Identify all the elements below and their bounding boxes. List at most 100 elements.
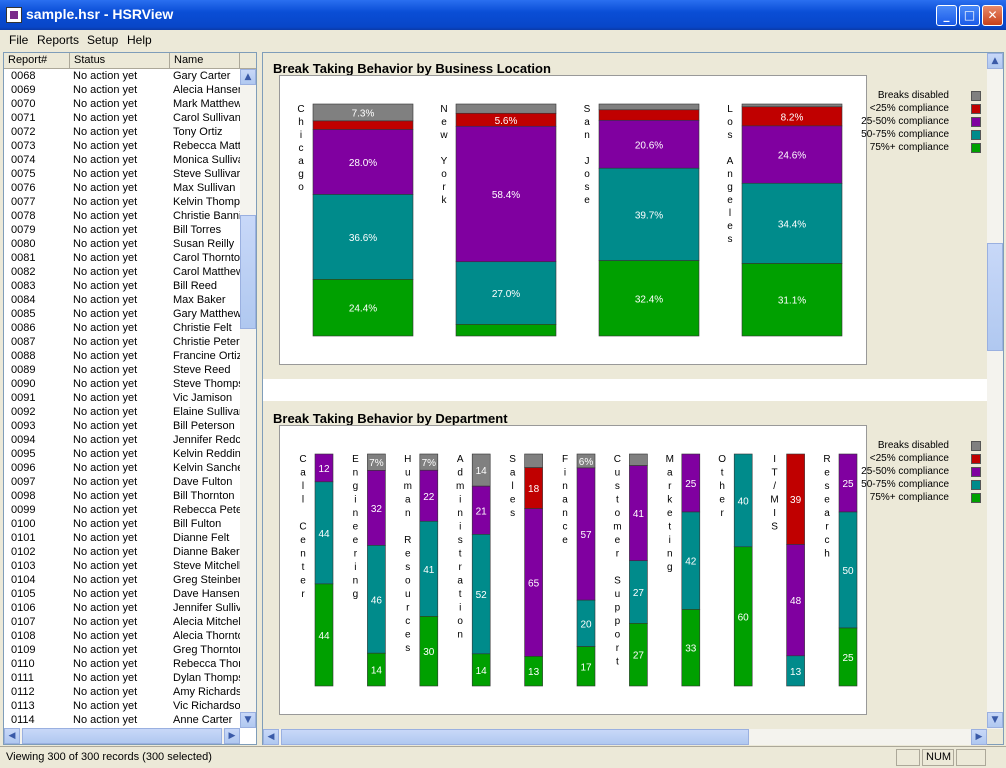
menu-setup[interactable]: Setup — [87, 33, 119, 47]
list-horizontal-scrollbar[interactable]: ◀ ▶ — [4, 728, 240, 744]
table-row[interactable]: 0078 No action yet Christie Banni — [4, 209, 240, 223]
table-row[interactable]: 0075 No action yet Steve Sullivar — [4, 167, 240, 181]
table-row[interactable]: 0102 No action yet Dianne Baker — [4, 545, 240, 559]
column-header-report[interactable]: Report# — [4, 53, 70, 69]
minimize-button[interactable]: _ — [936, 5, 957, 26]
scroll-down-button[interactable]: ▼ — [240, 712, 256, 728]
category-label: H — [404, 454, 411, 465]
table-row[interactable]: 0073 No action yet Rebecca Matt — [4, 139, 240, 153]
name-cell: Carol Matthew — [173, 266, 240, 278]
table-row[interactable]: 0100 No action yet Bill Fulton — [4, 517, 240, 531]
scroll-thumb[interactable] — [281, 729, 749, 745]
table-row[interactable]: 0110 No action yet Rebecca Thor — [4, 657, 240, 671]
table-row[interactable]: 0090 No action yet Steve Thomps — [4, 377, 240, 391]
scroll-left-button[interactable]: ◀ — [263, 729, 279, 745]
table-row[interactable]: 0081 No action yet Carol Thornto — [4, 251, 240, 265]
report-number-cell: 0089 — [11, 364, 36, 376]
table-row[interactable]: 0107 No action yet Alecia Mitchell — [4, 615, 240, 629]
status-cell: No action yet — [73, 140, 138, 152]
menu-file[interactable]: File — [9, 33, 29, 47]
category-label: a — [584, 117, 590, 128]
table-row[interactable]: 0091 No action yet Vic Jamison — [4, 391, 240, 405]
scroll-right-button[interactable]: ▶ — [224, 728, 240, 744]
list-vertical-scrollbar[interactable]: ▲ ▼ — [240, 69, 256, 728]
table-row[interactable]: 0095 No action yet Kelvin Reddin — [4, 447, 240, 461]
scroll-thumb[interactable] — [987, 243, 1003, 351]
table-row[interactable]: 0093 No action yet Bill Peterson — [4, 419, 240, 433]
maximize-button[interactable]: □ — [959, 5, 980, 26]
scroll-down-button[interactable]: ▼ — [987, 712, 1003, 728]
table-row[interactable]: 0101 No action yet Dianne Felt — [4, 531, 240, 545]
category-label: t — [302, 562, 305, 573]
status-cell: No action yet — [73, 336, 138, 348]
table-row[interactable]: 0112 No action yet Amy Richards — [4, 685, 240, 699]
menu-help[interactable]: Help — [127, 33, 152, 47]
category-label: C — [299, 522, 306, 533]
table-row[interactable]: 0108 No action yet Alecia Thornto — [4, 629, 240, 643]
table-row[interactable]: 0087 No action yet Christie Peter — [4, 335, 240, 349]
table-row[interactable]: 0069 No action yet Alecia Hansen — [4, 83, 240, 97]
scroll-thumb[interactable] — [22, 728, 222, 744]
table-row[interactable]: 0114 No action yet Anne Carter — [4, 713, 240, 727]
table-row[interactable]: 0099 No action yet Rebecca Pete — [4, 503, 240, 517]
table-row[interactable]: 0097 No action yet Dave Fulton — [4, 475, 240, 489]
scroll-right-button[interactable]: ▶ — [971, 729, 987, 745]
table-row[interactable]: 0072 No action yet Tony Ortiz — [4, 125, 240, 139]
name-cell: Jennifer Sulliv — [173, 602, 240, 614]
chart-area: Break Taking Behavior by Business Locati… — [263, 53, 987, 729]
column-header-name[interactable]: Name — [170, 53, 240, 69]
table-row[interactable]: 0076 No action yet Max Sullivan — [4, 181, 240, 195]
table-row[interactable]: 0089 No action yet Steve Reed — [4, 363, 240, 377]
chart-vertical-scrollbar[interactable]: ▲ ▼ — [987, 53, 1003, 729]
report-number-cell: 0094 — [11, 434, 36, 446]
table-row[interactable]: 0106 No action yet Jennifer Sulliv — [4, 601, 240, 615]
table-row[interactable]: 0071 No action yet Carol Sullivan — [4, 111, 240, 125]
category-label: s — [728, 234, 733, 245]
table-row[interactable]: 0105 No action yet Dave Hansen — [4, 587, 240, 601]
table-row[interactable]: 0098 No action yet Bill Thornton — [4, 489, 240, 503]
report-number-cell: 0079 — [11, 224, 36, 236]
table-row[interactable]: 0092 No action yet Elaine Sullivar — [4, 405, 240, 419]
table-row[interactable]: 0083 No action yet Bill Reed — [4, 279, 240, 293]
table-row[interactable]: 0082 No action yet Carol Matthew — [4, 265, 240, 279]
close-button[interactable]: ✕ — [982, 5, 1003, 26]
legend-swatch — [971, 117, 981, 127]
bar-value-label: 25 — [842, 479, 854, 490]
table-row[interactable]: 0088 No action yet Francine Ortiz — [4, 349, 240, 363]
scroll-thumb[interactable] — [240, 215, 256, 329]
chart-horizontal-scrollbar[interactable]: ◀ ▶ — [263, 729, 987, 745]
scroll-up-button[interactable]: ▲ — [240, 69, 256, 85]
category-label: a — [300, 468, 306, 479]
category-label: e — [824, 468, 830, 479]
table-row[interactable]: 0111 No action yet Dylan Thomps — [4, 671, 240, 685]
table-row[interactable]: 0086 No action yet Christie Felt — [4, 321, 240, 335]
table-row[interactable]: 0113 No action yet Vic Richardson — [4, 699, 240, 713]
scroll-up-button[interactable]: ▲ — [987, 53, 1003, 69]
scroll-left-button[interactable]: ◀ — [4, 728, 20, 744]
bar-segment-c75p — [838, 627, 858, 687]
table-row[interactable]: 0085 No action yet Gary Matthew — [4, 307, 240, 321]
table-row[interactable]: 0074 No action yet Monica Sulliva — [4, 153, 240, 167]
table-row[interactable]: 0070 No action yet Mark Matthew — [4, 97, 240, 111]
menu-reports[interactable]: Reports — [37, 33, 80, 47]
table-row[interactable]: 0109 No action yet Greg Thornton — [4, 643, 240, 657]
category-label: o — [457, 616, 463, 627]
name-cell: Steve Thomps — [173, 378, 240, 390]
category-label: i — [459, 495, 461, 506]
category-label: r — [616, 643, 620, 654]
table-row[interactable]: 0080 No action yet Susan Reilly — [4, 237, 240, 251]
bar-value-label: 6% — [579, 457, 594, 468]
name-cell: Anne Carter — [173, 714, 233, 726]
table-row[interactable]: 0094 No action yet Jennifer Redc — [4, 433, 240, 447]
report-list[interactable]: Report# Status Name 0068 No action yet Gar… — [3, 52, 257, 745]
table-row[interactable]: 0084 No action yet Max Baker — [4, 293, 240, 307]
category-label: R — [823, 454, 830, 465]
app-icon[interactable] — [6, 7, 22, 23]
table-row[interactable]: 0103 No action yet Steve Mitchell — [4, 559, 240, 573]
table-row[interactable]: 0068 No action yet Gary Carter — [4, 69, 240, 83]
table-row[interactable]: 0096 No action yet Kelvin Sanche — [4, 461, 240, 475]
table-row[interactable]: 0079 No action yet Bill Torres — [4, 223, 240, 237]
table-row[interactable]: 0077 No action yet Kelvin Thomps — [4, 195, 240, 209]
table-row[interactable]: 0104 No action yet Greg Steinber — [4, 573, 240, 587]
column-header-status[interactable]: Status — [70, 53, 170, 69]
